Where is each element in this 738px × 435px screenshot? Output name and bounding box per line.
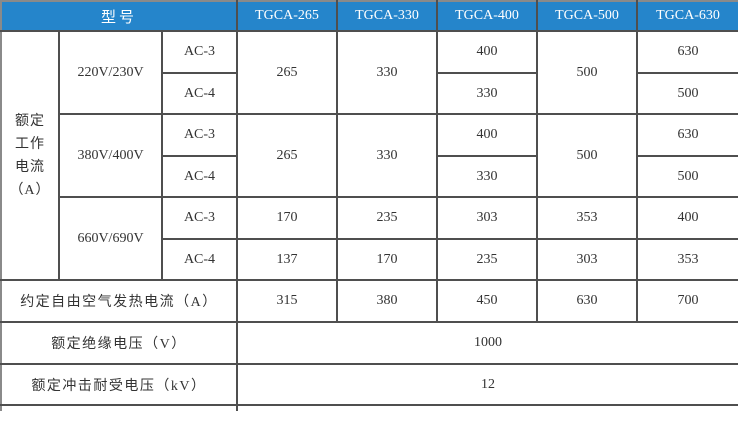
value-cell: 330 [436, 72, 538, 115]
model-column-header-tgca-500: TGCA-500 [536, 0, 638, 32]
model-column-header-tgca-265: TGCA-265 [236, 0, 338, 32]
table-row: AC-4 330 500 [1, 155, 738, 198]
model-header-label: 型号 [0, 0, 238, 32]
value-cell: 400 [636, 196, 738, 240]
impulse-voltage-label: 额定冲击耐受电压（kV） [0, 363, 238, 406]
value-cell: 303 [436, 196, 538, 240]
cutoff-cell [0, 404, 238, 411]
insulation-voltage-label: 额定绝缘电压（V） [0, 321, 238, 365]
value-cell: 303 [536, 238, 638, 281]
value-cell: 630 [536, 279, 638, 323]
value-cell: 380 [336, 279, 438, 323]
value-cell: 170 [336, 238, 438, 281]
table-row: 额定 工作 电流 （A） 220V/230V AC-3 265 330 400 … [0, 30, 738, 281]
value-cell: 170 [236, 196, 338, 240]
utilization-category-label: AC-4 [161, 72, 238, 115]
rated-current-label: 额定 工作 电流 （A） [0, 30, 60, 281]
model-column-header-tgca-630: TGCA-630 [636, 0, 738, 32]
table-row: AC-4 137 170 235 303 353 [1, 238, 738, 281]
voltage-label-380: 380V/400V [58, 113, 163, 198]
value-cell: 265 [236, 30, 338, 115]
value-cell: 265 [236, 113, 338, 198]
cutoff-cell [236, 404, 738, 411]
model-column-header-tgca-330: TGCA-330 [336, 0, 438, 32]
header-row: 型号 TGCA-265 TGCA-330 TGCA-400 TGCA-500 T… [0, 0, 738, 32]
rated-current-label-line: 工作 [15, 136, 45, 152]
voltage-label-660: 660V/690V [58, 196, 163, 281]
value-cell: 330 [436, 155, 538, 198]
table-row: 额定冲击耐受电压（kV） 12 [0, 363, 738, 406]
value-cell: 330 [336, 30, 438, 115]
table-row: 380V/400V AC-3 265 330 400 500 630 [1, 113, 738, 198]
value-cell: 315 [236, 279, 338, 323]
utilization-category-label: AC-3 [161, 30, 238, 74]
table-row: 额定绝缘电压（V） 1000 [0, 321, 738, 365]
rated-current-label-line: 额定 [15, 113, 45, 129]
value-cell: 235 [436, 238, 538, 281]
value-cell: 630 [636, 30, 738, 74]
value-cell: 500 [636, 155, 738, 198]
value-cell: 500 [536, 113, 638, 198]
rated-current-label-line: （A） [9, 182, 51, 198]
table-row: 约定自由空气发热电流（A） 315 380 450 630 700 [0, 279, 738, 323]
utilization-category-label: AC-3 [161, 113, 238, 157]
rated-current-label-line: 电流 [15, 159, 45, 175]
value-cell: 330 [336, 113, 438, 198]
value-cell: 137 [236, 238, 338, 281]
utilization-category-label: AC-4 [161, 238, 238, 281]
value-cell: 450 [436, 279, 538, 323]
impulse-voltage-value: 12 [236, 363, 738, 406]
table-row: 660V/690V AC-3 170 235 303 353 400 [1, 196, 738, 281]
voltage-label-220: 220V/230V [58, 30, 163, 115]
model-column-header-tgca-400: TGCA-400 [436, 0, 538, 32]
value-cell: 400 [436, 113, 538, 157]
table-row-cutoff [0, 404, 738, 411]
value-cell: 353 [636, 238, 738, 281]
thermal-current-label: 约定自由空气发热电流（A） [0, 279, 238, 323]
utilization-category-label: AC-3 [161, 196, 238, 240]
value-cell: 700 [636, 279, 738, 323]
utilization-category-label: AC-4 [161, 155, 238, 198]
value-cell: 400 [436, 30, 538, 74]
value-cell: 500 [636, 72, 738, 115]
insulation-voltage-value: 1000 [236, 321, 738, 365]
value-cell: 235 [336, 196, 438, 240]
value-cell: 353 [536, 196, 638, 240]
value-cell: 500 [536, 30, 638, 115]
value-cell: 630 [636, 113, 738, 157]
contactor-spec-table: 型号 TGCA-265 TGCA-330 TGCA-400 TGCA-500 T… [0, 0, 738, 411]
